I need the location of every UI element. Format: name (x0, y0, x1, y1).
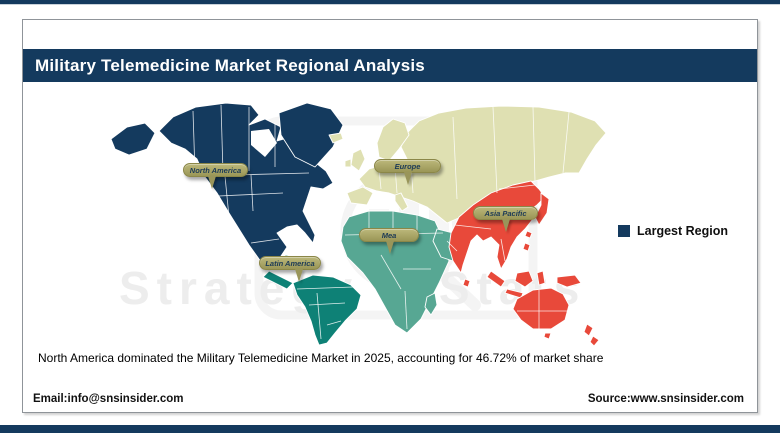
bottom-accent-strip (0, 425, 780, 433)
label-asia-pacific: Asia Pacific (473, 206, 538, 220)
market-share-caption: North America dominated the Military Tel… (38, 351, 604, 365)
footer-email: Email:info@snsinsider.com (33, 393, 184, 405)
hudson-bay (251, 129, 277, 157)
world-map-svg (110, 102, 607, 347)
country-borders (156, 104, 570, 340)
footer-source: Source:www.snsinsider.com (587, 393, 744, 405)
legend-label: Largest Region (637, 224, 728, 238)
region-europe (328, 105, 607, 224)
world-map: Strategy & Stats (101, 93, 651, 348)
top-accent-strip (0, 0, 780, 5)
label-latin-america-text: Latin America (265, 258, 315, 268)
content-frame: Military Telemedicine Market Regional An… (22, 19, 758, 413)
label-north-america-text: North America (189, 165, 242, 175)
legend: Largest Region (618, 224, 728, 238)
label-europe-text: Europe (394, 161, 421, 171)
label-mea: Mea (359, 228, 419, 242)
title-bar: Military Telemedicine Market Regional An… (23, 49, 757, 82)
label-asia-pacific-text: Asia Pacific (484, 208, 527, 218)
page-title: Military Telemedicine Market Regional An… (35, 55, 425, 75)
legend-swatch (618, 225, 630, 237)
label-north-america: North America (183, 163, 248, 177)
label-latin-america: Latin America (259, 256, 321, 270)
label-mea-text: Mea (381, 230, 397, 240)
region-north-america (110, 102, 344, 272)
footer: Email:info@snsinsider.com Source:www.sns… (33, 393, 744, 405)
label-europe: Europe (374, 159, 441, 173)
region-asia-pacific (448, 180, 600, 347)
